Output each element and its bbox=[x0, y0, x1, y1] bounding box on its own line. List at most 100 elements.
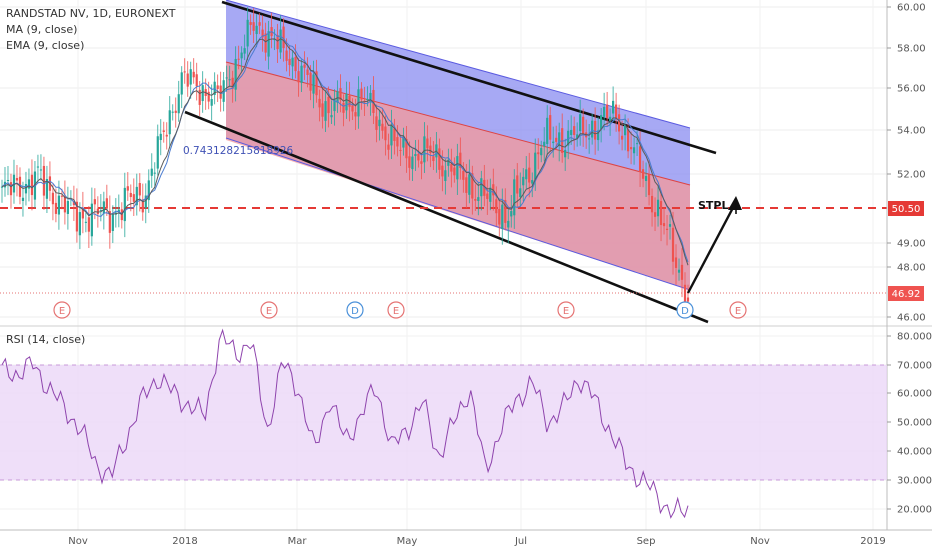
candle-body bbox=[393, 128, 396, 141]
candle-body bbox=[207, 91, 210, 102]
candle-body bbox=[6, 179, 10, 181]
price-tick-label: 54.00 bbox=[897, 126, 926, 137]
candle-body bbox=[477, 197, 480, 201]
candle-body bbox=[87, 217, 90, 232]
candle-body bbox=[57, 195, 61, 215]
event-marker-label: E bbox=[735, 306, 741, 317]
candle-body bbox=[653, 212, 657, 217]
candle-body bbox=[9, 182, 13, 196]
candle-body bbox=[60, 195, 64, 197]
candle-body bbox=[576, 134, 579, 139]
candle-body bbox=[228, 79, 231, 81]
price-tick-label: 60.00 bbox=[897, 3, 926, 14]
candle-body bbox=[333, 98, 336, 112]
candle-body bbox=[252, 22, 255, 31]
event-marker[interactable] bbox=[676, 301, 694, 319]
candle-body bbox=[626, 129, 630, 152]
candle-body bbox=[495, 199, 498, 214]
event-marker[interactable] bbox=[346, 301, 364, 319]
candle-body bbox=[156, 136, 159, 169]
candle-body bbox=[662, 223, 666, 227]
event-marker[interactable] bbox=[387, 301, 405, 319]
rsi-axis-ticks: 80.0000 70.0000 60.0000 50.0000 40.0000 30.00… bbox=[887, 332, 932, 516]
trendline-lower[interactable] bbox=[184, 110, 709, 324]
candle-body bbox=[644, 176, 648, 181]
candle-body bbox=[306, 69, 309, 75]
candle-body bbox=[414, 154, 417, 157]
channel-deviation-text: 0.743128215818926 bbox=[183, 145, 294, 157]
trendline-upper[interactable] bbox=[221, 0, 717, 155]
event-marker[interactable] bbox=[53, 301, 71, 319]
candle-body bbox=[315, 71, 318, 96]
candle-body bbox=[198, 89, 201, 105]
candle-body bbox=[354, 112, 357, 117]
time-tick-label: Mar bbox=[288, 536, 308, 547]
candle-body bbox=[531, 179, 534, 184]
candle-body bbox=[441, 165, 444, 177]
candle-body bbox=[303, 64, 306, 68]
time-tick-label: Jul bbox=[514, 536, 527, 547]
candle-body bbox=[336, 91, 339, 103]
candle-body bbox=[210, 98, 213, 106]
candle-body bbox=[180, 72, 183, 95]
candle-body bbox=[231, 77, 234, 89]
candle-body bbox=[402, 136, 405, 148]
candle-body bbox=[432, 156, 435, 162]
candle-body bbox=[671, 227, 675, 262]
event-marker[interactable] bbox=[260, 301, 278, 319]
candle-body bbox=[294, 56, 297, 72]
candle-body bbox=[632, 147, 636, 154]
candle-body bbox=[408, 156, 411, 168]
candle-body bbox=[99, 210, 102, 212]
event-marker[interactable] bbox=[557, 301, 575, 319]
candle-body bbox=[39, 169, 43, 171]
candle-body bbox=[680, 264, 684, 280]
candle-body bbox=[564, 149, 567, 158]
candle-body bbox=[267, 31, 270, 57]
candle-body bbox=[615, 104, 618, 119]
candle-body bbox=[588, 138, 591, 140]
candle-body bbox=[150, 168, 153, 176]
candle-body bbox=[674, 257, 678, 268]
candle-body bbox=[507, 220, 510, 228]
candle-body bbox=[225, 77, 228, 79]
candle-body bbox=[138, 183, 141, 196]
candle-body bbox=[330, 115, 333, 118]
candle-body bbox=[312, 74, 315, 94]
candle-body bbox=[264, 33, 267, 53]
candle-body bbox=[558, 132, 561, 146]
candle-body bbox=[360, 88, 363, 100]
candle-body bbox=[459, 152, 462, 168]
ema-line bbox=[1, 38, 689, 266]
candle-body bbox=[189, 69, 192, 85]
candle-body bbox=[525, 169, 528, 180]
candle-body bbox=[36, 166, 40, 168]
candle-body bbox=[72, 201, 75, 206]
candle-body bbox=[387, 144, 390, 150]
candle-body bbox=[366, 98, 369, 100]
candle-body bbox=[504, 200, 507, 223]
candle-body bbox=[54, 202, 58, 214]
candle-body bbox=[141, 199, 144, 213]
candle-body bbox=[659, 201, 663, 226]
candle-body bbox=[201, 85, 204, 102]
chart-title: RANDSTAD NV, 1D, EURONEXT bbox=[6, 7, 176, 20]
channel-mid-line bbox=[225, 61, 691, 186]
candle-body bbox=[686, 297, 690, 302]
candle-body bbox=[51, 192, 55, 205]
candle-body bbox=[132, 194, 135, 202]
candle-body bbox=[144, 195, 147, 208]
candle-body bbox=[342, 102, 345, 113]
candle-body bbox=[234, 58, 237, 90]
event-marker[interactable] bbox=[729, 301, 747, 319]
candle-body bbox=[162, 130, 165, 132]
candle-body bbox=[609, 116, 612, 121]
candle-body bbox=[656, 199, 660, 217]
time-tick-label: 2018 bbox=[172, 536, 197, 547]
candle-body bbox=[420, 161, 423, 164]
candle-body bbox=[552, 141, 555, 144]
projection-arrow[interactable] bbox=[686, 201, 738, 294]
candle-body bbox=[396, 137, 399, 147]
candle-body bbox=[75, 201, 78, 232]
candle-body bbox=[465, 177, 468, 193]
